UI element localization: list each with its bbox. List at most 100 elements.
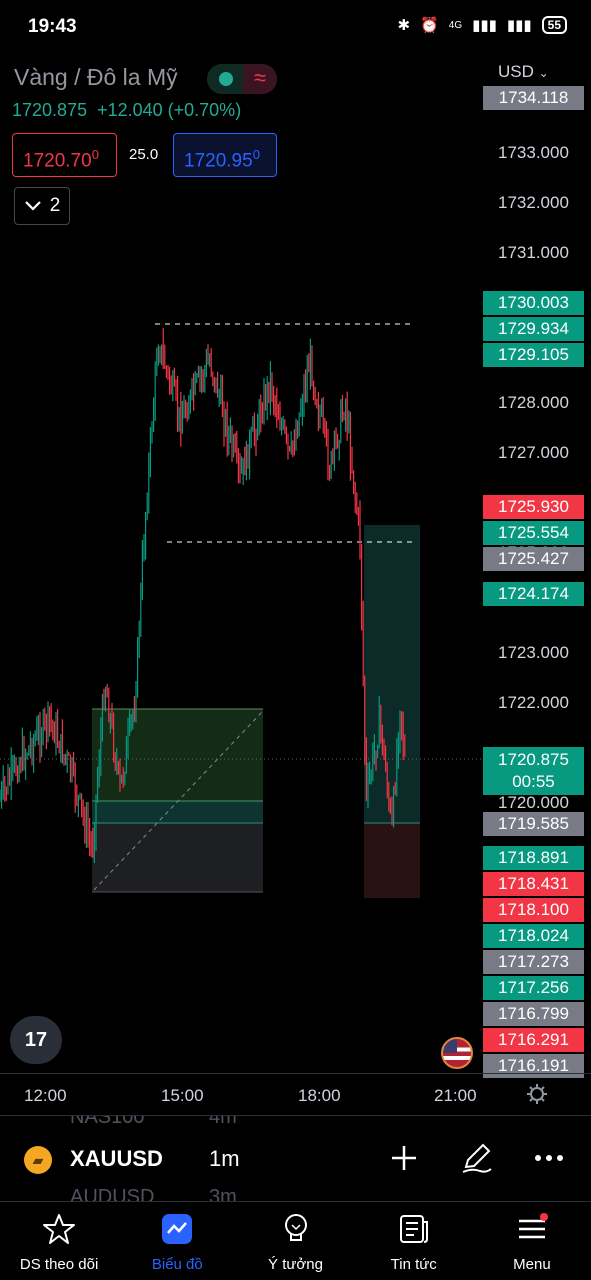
nav-label: Biểu đồ [151,1256,203,1273]
ghost-timeframe-top: 4m [209,1115,237,1128]
price-axis-label: 1720.000 [498,793,569,812]
nav-chart[interactable]: Biểu đồ [118,1202,236,1280]
price-line: 1720.875 +12.040 (+0.70%) [12,100,241,121]
gear-icon[interactable] [526,1083,548,1105]
sell-button[interactable]: 1720.700 [12,133,117,177]
price-tag-value: 1734.118 [498,88,569,107]
price-tag-value: 1717.256 [498,978,569,998]
more-icon[interactable] [533,1145,565,1171]
price-tag: 1718.431 [483,872,584,897]
chart-canvas[interactable] [0,240,483,1070]
market-open-icon [207,64,243,94]
buy-price: 1720.95 [184,150,253,172]
tradingview-logo[interactable]: 17 [10,1016,62,1064]
price-tag-value: 1719.585 [498,813,569,833]
price-tag-value: 1716.191 [498,1056,569,1076]
chart-icon [162,1214,193,1244]
nav-news[interactable]: Tin tức [355,1202,473,1280]
nav-label: DS theo dõi [19,1256,99,1273]
status-time: 19:43 [28,16,77,37]
nav-ideas[interactable]: Ý tưởng [236,1202,354,1280]
price-tag-value: 1718.431 [498,874,569,894]
menu-icon [518,1213,548,1239]
price-tag: 1718.891 [483,846,584,871]
time-label: 21:00 [434,1086,477,1105]
ghost-symbol-bottom: AUDUSD [70,1186,155,1201]
price-tag: 1725.554 [483,520,584,545]
price-tag-value: 1725.554 [498,522,569,542]
price-axis-label: 1723.000 [498,643,569,662]
price-tag-value: 1718.024 [498,926,569,946]
buy-button[interactable]: 1720.950 [173,133,277,177]
price-change: +12.040 (+0.70%) [97,100,242,120]
chevron-down-icon [24,201,41,211]
price-tag: 1716.191 [483,1054,584,1079]
symbol-bar: NAS100 4m ▰ XAUUSD 1m AUDUSD 3m [0,1115,591,1201]
gold-icon: ▰ [24,1146,52,1174]
market-status-badge[interactable]: ≈ [207,64,277,94]
buy-price-sup: 0 [252,147,260,162]
time-label: 12:00 [24,1086,67,1105]
price-tag-value: 1716.799 [498,1004,569,1024]
alarm-icon: ⏰ [420,17,439,34]
price-axis-label: 1732.000 [498,193,569,212]
price-tag: 1734.118 [483,86,584,110]
pencil-icon[interactable] [460,1141,494,1175]
countdown-label: 00:55 [512,772,555,792]
price-tag: 1729.105 [483,342,584,367]
price-axis-label: 1733.000 [498,143,569,162]
price-tag-value: 1730.003 [498,292,569,312]
lightbulb-icon [284,1214,307,1241]
indicators-collapse-button[interactable]: 2 [14,187,70,225]
wave-icon: ≈ [243,64,277,94]
candles-group [0,327,406,864]
star-icon [43,1214,76,1244]
long-position-diagonal [93,711,263,891]
symbol-title[interactable]: Vàng / Đô la Mỹ [14,64,178,90]
price-tag-value: 1724.174 [498,584,569,604]
news-icon [399,1215,428,1243]
sell-price-sup: 0 [91,147,99,162]
price-tag: 1718.100 [483,898,584,923]
price-axis-label: 1731.000 [498,243,569,262]
price-tag: 1729.934 [483,316,584,341]
price-tag-value: 1717.273 [498,952,569,972]
plus-icon[interactable] [389,1143,419,1173]
us-flag-icon[interactable] [441,1037,473,1069]
currency-selector[interactable]: USD ⌄ [498,62,549,82]
long-position-profit-zone [92,709,263,801]
long-position-stop-zone [92,823,263,892]
currency-label: USD [498,62,534,81]
price-tag: 1716.799 [483,1002,584,1027]
time-axis[interactable]: 12:00 15:00 18:00 21:00 [0,1073,591,1115]
nav-label: Tin tức [390,1256,437,1273]
symbol-name[interactable]: XAUUSD [70,1146,163,1171]
last-price: 1720.875 [12,100,88,120]
price-tag-value: 1718.100 [498,900,569,920]
timeframe-selector[interactable]: 1m [209,1146,240,1171]
price-tag: 1716.291 [483,1028,584,1053]
price-tag-value: 1729.934 [498,318,569,338]
nav-label: Ý tưởng [268,1256,323,1273]
price-chart[interactable] [0,240,483,1070]
network-label: 4G [448,19,463,31]
long-position-mid-zone [92,801,263,823]
price-tag: 1730.003 [483,290,584,315]
spread-value: 25.0 [129,146,159,163]
bottom-nav: DS theo dõi Biểu đồ Ý tưởng Tin tức Menu [0,1201,591,1280]
price-tag: 1725.930 [483,494,584,519]
price-tag: 1725.427 [483,546,584,571]
price-tag-value: 1725.930 [498,496,569,516]
time-label: 15:00 [161,1086,204,1105]
ghost-symbol-top: NAS100 [70,1115,145,1128]
chevron-down-icon: ⌄ [538,66,549,80]
short-position-stop-zone [364,823,420,898]
price-axis-label: 1722.000 [498,693,569,712]
status-icons: ✱ ⏰ 4G ▮▮▮ ▮▮▮ 55 [398,16,567,34]
status-bar: 19:43 ✱ ⏰ 4G ▮▮▮ ▮▮▮ 55 [0,0,591,52]
price-tag: 1724.174 [483,582,584,607]
price-tag: 1719.585 [483,811,584,836]
nav-label: Menu [513,1256,551,1273]
nav-watchlist[interactable]: DS theo dõi [0,1202,118,1280]
nav-menu[interactable]: Menu [473,1202,591,1280]
